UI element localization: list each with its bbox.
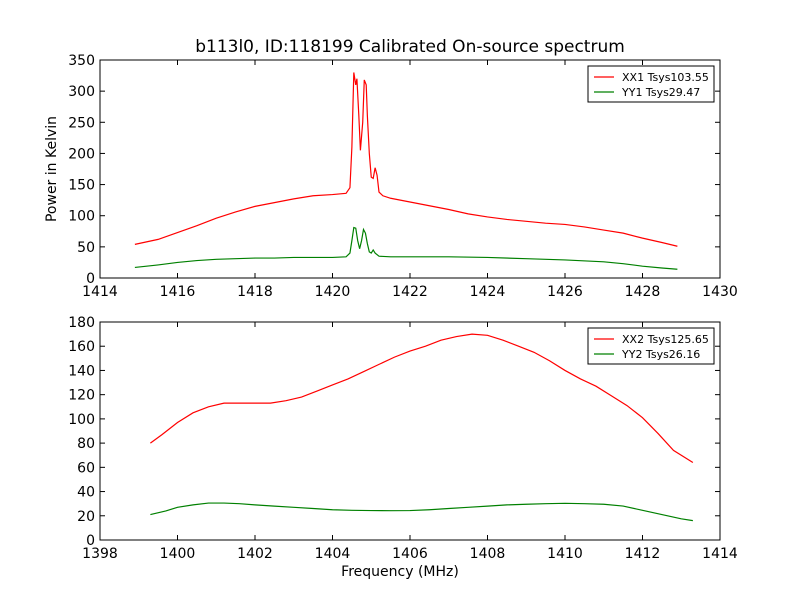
y-tick-label: 150 bbox=[68, 178, 95, 194]
x-tick-label: 1416 bbox=[160, 284, 196, 300]
y-tick-label: 120 bbox=[68, 388, 95, 404]
chart-title: b113l0, ID:118199 Calibrated On-source s… bbox=[195, 37, 625, 57]
legend-entry: YY1 Tsys29.47 bbox=[621, 86, 700, 99]
y-axis-label: Power in Kelvin bbox=[44, 116, 60, 222]
x-tick-label: 1410 bbox=[547, 546, 583, 562]
legend-box bbox=[587, 65, 715, 103]
x-tick-label: 1408 bbox=[470, 546, 506, 562]
series-line-2 bbox=[134, 226, 678, 270]
x-tick-label: 1418 bbox=[237, 284, 273, 300]
y-tick-label: 100 bbox=[68, 209, 95, 225]
x-tick-label: 1430 bbox=[702, 284, 738, 300]
y-tick-label: 180 bbox=[68, 315, 95, 331]
y-tick-label: 40 bbox=[77, 485, 95, 501]
y-tick-label: 0 bbox=[86, 271, 95, 287]
y-tick-label: 300 bbox=[68, 84, 95, 100]
y-tick-label: 140 bbox=[68, 363, 95, 379]
y-tick-label: 100 bbox=[68, 412, 95, 428]
y-tick-label: 200 bbox=[68, 146, 95, 162]
x-tick-label: 1414 bbox=[702, 546, 738, 562]
legend-entry: YY2 Tsys26.16 bbox=[621, 348, 700, 361]
legend: XX1 Tsys103.55 YY1 Tsys29.47 bbox=[587, 65, 715, 103]
y-tick-label: 20 bbox=[77, 509, 95, 525]
y-tick-label: 250 bbox=[68, 115, 95, 131]
x-tick-label: 1426 bbox=[547, 284, 583, 300]
series-line-1 bbox=[150, 333, 694, 463]
x-tick-label: 1412 bbox=[625, 546, 661, 562]
series-line-2 bbox=[150, 502, 693, 522]
x-tick-label: 1428 bbox=[625, 284, 661, 300]
y-tick-label: 50 bbox=[77, 240, 95, 256]
legend-entry: XX1 Tsys103.55 bbox=[622, 71, 709, 84]
x-tick-label: 1400 bbox=[160, 546, 196, 562]
legend-entry: XX2 Tsys125.65 bbox=[622, 333, 709, 346]
y-tick-label: 350 bbox=[68, 53, 95, 69]
series-line-1 bbox=[134, 72, 678, 247]
x-tick-label: 1402 bbox=[237, 546, 273, 562]
x-tick-label: 1424 bbox=[470, 284, 506, 300]
x-tick-label: 1398 bbox=[82, 546, 118, 562]
y-tick-label: 0 bbox=[86, 533, 95, 549]
x-tick-label: 1420 bbox=[315, 284, 351, 300]
x-tick-label: 1406 bbox=[392, 546, 428, 562]
chart-panel-1: 1414 1416 1418 1420 1422 1424 1426 1428 1430 0 50 1… bbox=[44, 53, 738, 300]
x-tick-label: 1422 bbox=[392, 284, 428, 300]
x-tick-label: 1414 bbox=[82, 284, 118, 300]
y-tick-label: 60 bbox=[77, 460, 95, 476]
legend-box bbox=[587, 327, 715, 365]
x-tick-label: 1404 bbox=[315, 546, 351, 562]
x-axis-label: Frequency (MHz) bbox=[341, 564, 459, 580]
y-tick-label: 80 bbox=[77, 436, 95, 452]
y-tick-label: 160 bbox=[68, 339, 95, 355]
legend: XX2 Tsys125.65 YY2 Tsys26.16 bbox=[587, 327, 715, 365]
chart-panel-2: 1398 1400 1402 1404 1406 1408 1410 1412 1414 0 20 4… bbox=[68, 315, 738, 580]
